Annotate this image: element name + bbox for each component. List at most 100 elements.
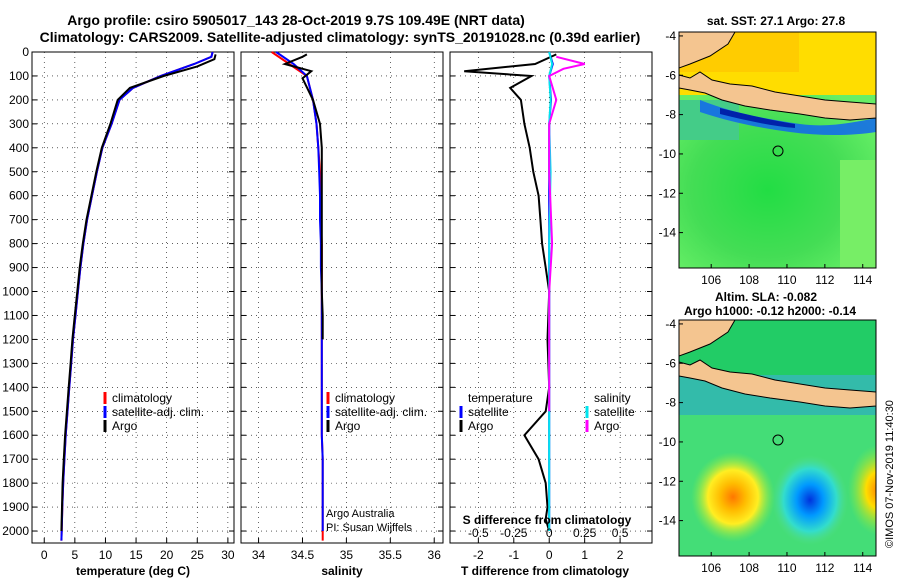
temperature-legend: climatology satellite-adj. clim. Argo — [103, 391, 204, 433]
legend-t-satellite-label: satellite — [468, 405, 509, 419]
x-tick-label: 1 — [581, 548, 588, 562]
sla-map-title-1: Altim. SLA: -0.082 — [715, 290, 817, 304]
series-line-argo — [60, 54, 217, 532]
sst-cool-band — [700, 100, 876, 135]
map-x-tick-label: 110 — [777, 561, 796, 575]
difference-x-label: T difference from climatology — [461, 564, 629, 578]
credit-argo-australia: Argo Australia — [326, 508, 395, 520]
credit-pi: PI: Susan Wijffels — [326, 522, 412, 534]
difference-legend: temperature satellite Argo salinity sate… — [459, 391, 635, 433]
series-line-s-argo — [548, 55, 585, 412]
legend-climatology-label: climatology — [335, 391, 395, 405]
x-tick-label: 35 — [340, 548, 354, 562]
s-difference-label: S difference from climatology — [463, 513, 632, 527]
map-y-tick-label: -12 — [659, 474, 677, 488]
sla-map-frame — [678, 319, 877, 557]
y-tick-label: 0 — [22, 45, 29, 59]
sla-eddy-warm — [691, 452, 775, 542]
salinity-panel-frame — [240, 51, 444, 544]
x-tick-label: 34 — [252, 548, 266, 562]
salinity-legend: climatology satellite-adj. clim. Argo — [326, 391, 427, 433]
x-tick-label: 2 — [617, 548, 624, 562]
map-x-tick-label: 112 — [815, 273, 834, 287]
x2-tick-label: 0.25 — [573, 526, 597, 540]
x-tick-label: 0 — [546, 548, 553, 562]
x-tick-label: 20 — [160, 548, 174, 562]
legend-climatology-label: climatology — [112, 391, 172, 405]
map-x-tick-label: 112 — [815, 561, 834, 575]
map-y-tick-label: -10 — [659, 147, 677, 161]
map-y-tick-label: -10 — [659, 435, 677, 449]
map-y-tick-label: -14 — [659, 226, 677, 240]
sst-map — [679, 32, 876, 268]
series-line-satellite-adj-clim- — [275, 51, 324, 531]
y-tick-label: 1400 — [2, 380, 29, 394]
legend-salinity-title: salinity — [594, 391, 631, 405]
sla-map-title-2: Argo h1000: -0.12 h2000: -0.14 — [684, 304, 856, 318]
sumatra-land-sst — [679, 32, 736, 69]
sumatra-land-sla — [679, 320, 736, 357]
sla-argo-marker — [772, 434, 784, 446]
java-land-sst — [679, 71, 876, 121]
y-tick-label: 200 — [9, 93, 29, 107]
map-y-tick-label: -6 — [665, 356, 676, 370]
map-y-tick-label: -4 — [665, 29, 676, 43]
y-tick-label: 1600 — [2, 428, 29, 442]
sst-field-east — [840, 160, 876, 268]
y-tick-label: 1200 — [2, 332, 29, 346]
series-line-climatology — [60, 51, 214, 541]
map-x-tick-label: 106 — [701, 273, 721, 287]
x-tick-label: 0 — [41, 548, 48, 562]
map-x-tick-label: 110 — [777, 273, 796, 287]
imos-stamp: ©IMOS 07-Nov-2019 11:40:30 — [884, 400, 896, 548]
map-x-tick-label: 108 — [739, 561, 759, 575]
x2-tick-label: -0.25 — [500, 526, 528, 540]
java-land-sla — [679, 359, 876, 409]
map-y-tick-label: -12 — [659, 186, 677, 200]
legend-argo-label: Argo — [335, 419, 361, 433]
x-tick-label: 34.5 — [291, 548, 315, 562]
series-line-climatology — [271, 51, 324, 541]
legend-satellite-label: satellite-adj. clim. — [335, 405, 427, 419]
legend-satellite-label: satellite-adj. clim. — [112, 405, 204, 419]
x-tick-label: -1 — [508, 548, 519, 562]
map-x-tick-label: 114 — [853, 273, 872, 287]
x-tick-label: 15 — [129, 548, 143, 562]
map-y-tick-label: -4 — [665, 317, 676, 331]
x-tick-label: 5 — [72, 548, 79, 562]
y-tick-label: 1100 — [3, 308, 29, 322]
y-tick-label: 900 — [9, 261, 29, 275]
series-line-t-argo — [464, 53, 557, 532]
x-tick-label: 10 — [99, 548, 113, 562]
x-tick-label: 25 — [191, 548, 205, 562]
y-tick-label: 1800 — [2, 476, 29, 490]
x-tick-label: 30 — [221, 548, 235, 562]
x-tick-label: 35.5 — [379, 548, 403, 562]
sla-eddy-warm-east — [848, 445, 876, 535]
legend-s-argo-label: Argo — [594, 419, 620, 433]
x-tick-label: -2 — [473, 548, 484, 562]
y-tick-label: 2000 — [2, 524, 29, 538]
y-tick-label: 500 — [9, 165, 29, 179]
y-tick-label: 1300 — [2, 356, 29, 370]
salinity-x-label: salinity — [321, 564, 363, 578]
map-y-tick-label: -14 — [659, 514, 677, 528]
legend-s-satellite-label: satellite — [594, 405, 635, 419]
map-x-tick-label: 106 — [701, 561, 721, 575]
map-y-tick-label: -8 — [665, 108, 676, 122]
x2-tick-label: 0 — [546, 526, 553, 540]
y-tick-label: 700 — [9, 213, 29, 227]
x2-tick-label: 0.5 — [612, 526, 629, 540]
map-y-tick-label: -8 — [665, 396, 676, 410]
sla-map — [679, 320, 876, 556]
y-tick-label: 1500 — [2, 404, 29, 418]
sla-eddy-cold — [772, 455, 848, 545]
map-x-tick-label: 114 — [853, 561, 872, 575]
y-tick-label: 1900 — [2, 500, 29, 514]
y-tick-label: 300 — [9, 117, 29, 131]
legend-temperature-title: temperature — [468, 391, 533, 405]
x2-tick-label: -0.5 — [468, 526, 489, 540]
title-line-2: Climatology: CARS2009. Satellite-adjuste… — [40, 29, 641, 45]
legend-t-argo-label: Argo — [468, 419, 494, 433]
